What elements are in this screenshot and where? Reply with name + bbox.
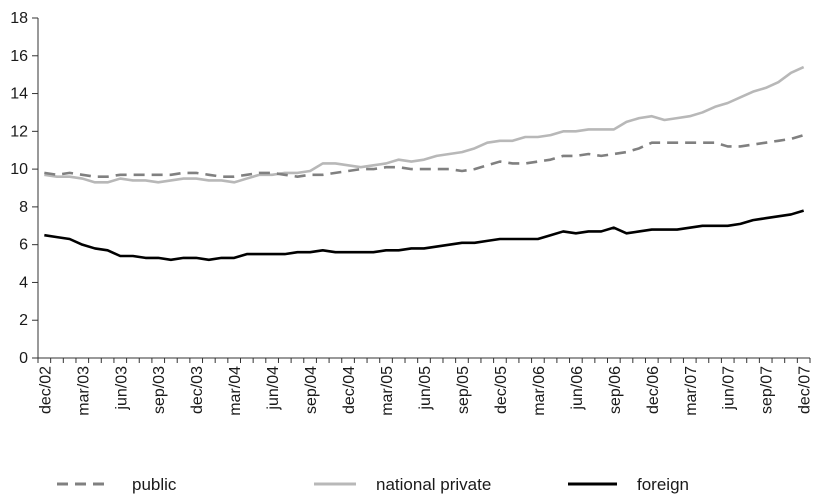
x-tick-label: dec/07 xyxy=(797,366,814,414)
x-tick-label: dec/02 xyxy=(37,366,54,414)
x-tick-label: dec/06 xyxy=(645,366,662,414)
legend-label-national-private: national private xyxy=(376,475,491,494)
x-tick-label: dec/04 xyxy=(341,366,358,414)
y-tick-label: 18 xyxy=(10,10,28,27)
y-tick-label: 16 xyxy=(10,48,28,65)
x-tick-label: mar/04 xyxy=(227,366,244,416)
y-tick-label: 0 xyxy=(19,350,28,367)
legend: public national private foreign xyxy=(57,475,689,494)
x-tick-label: jun/04 xyxy=(265,366,282,411)
x-tick-label: sep/07 xyxy=(759,366,776,414)
series-line-national-private xyxy=(44,65,805,184)
x-tick-label: mar/06 xyxy=(531,366,548,416)
x-tick-label: sep/03 xyxy=(151,366,168,414)
x-tick-label: mar/03 xyxy=(75,366,92,416)
x-tick-label: jun/06 xyxy=(569,366,586,411)
y-tick-label: 6 xyxy=(19,237,28,254)
x-tick-label: sep/06 xyxy=(607,366,624,414)
series-lines xyxy=(44,65,805,262)
x-tick-label: sep/04 xyxy=(303,366,320,414)
x-tick-label: jun/03 xyxy=(113,366,130,411)
y-tick-label: 10 xyxy=(10,161,28,178)
x-tick-label: dec/05 xyxy=(493,366,510,414)
series-line-foreign xyxy=(44,209,805,262)
x-tick-label: jun/05 xyxy=(417,366,434,411)
x-tick-label: jun/07 xyxy=(721,366,738,411)
x-tick-label: sep/05 xyxy=(455,366,472,414)
y-tick-label: 2 xyxy=(19,312,28,329)
x-tick-label: dec/03 xyxy=(189,366,206,414)
y-tick-label: 4 xyxy=(19,274,28,291)
legend-label-foreign: foreign xyxy=(637,475,689,494)
x-axis: dec/02 mar/03 jun/03 sep/03 dec/03 mar/04 jun/… xyxy=(37,357,814,416)
y-tick-label: 12 xyxy=(10,123,28,140)
y-tick-label: 14 xyxy=(10,86,28,103)
series-line-public xyxy=(44,133,805,178)
y-tick-label: 8 xyxy=(19,199,28,216)
x-tick-label: mar/05 xyxy=(379,366,396,416)
legend-label-public: public xyxy=(132,475,177,494)
y-axis: 0 2 4 6 8 10 12 14 16 18 xyxy=(10,10,39,367)
x-tick-label: mar/07 xyxy=(683,366,700,416)
